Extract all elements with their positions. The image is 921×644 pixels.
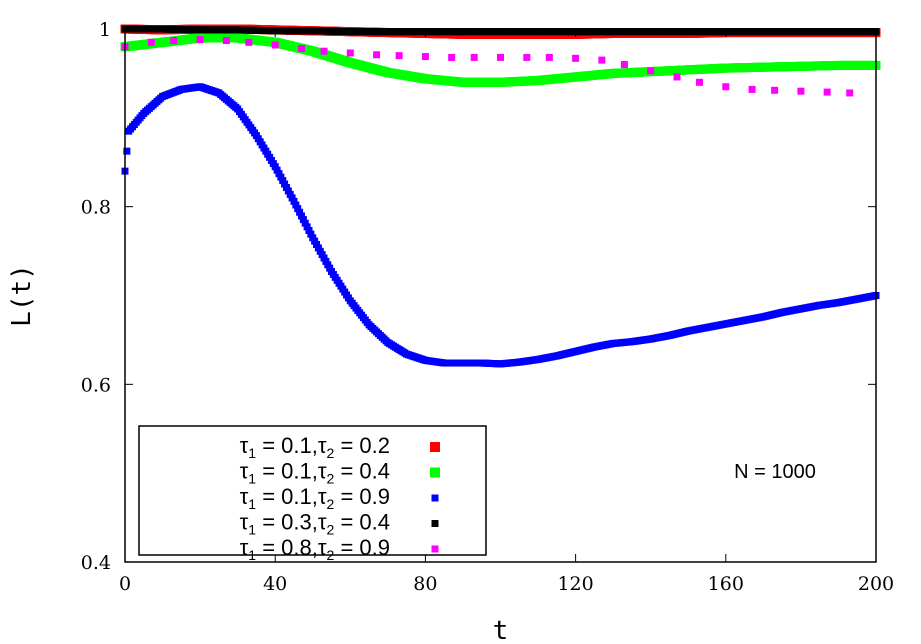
data-point	[305, 226, 313, 234]
data-point	[598, 56, 606, 64]
legend-marker	[431, 545, 439, 553]
data-point	[545, 53, 553, 61]
data-point	[823, 88, 831, 96]
data-point	[296, 208, 304, 216]
data-point	[470, 53, 478, 61]
data-point	[196, 36, 204, 44]
y-tick-label: 1	[99, 19, 111, 41]
data-point	[271, 41, 279, 49]
data-point	[448, 53, 456, 61]
legend: τ1 = 0.1,τ2 = 0.2τ1 = 0.1,τ2 = 0.4τ1 = 0…	[138, 425, 487, 563]
y-tick-label: 0.4	[81, 552, 111, 574]
y-tick-label: 0.6	[81, 374, 111, 396]
data-point	[170, 37, 178, 45]
series-2	[120, 33, 881, 87]
data-point	[771, 86, 779, 94]
data-point	[320, 47, 328, 55]
legend-label: τ1 = 0.8,τ2 = 0.9	[240, 535, 390, 563]
legend-label: τ1 = 0.3,τ2 = 0.4	[240, 510, 390, 538]
x-tick-label: 40	[263, 573, 287, 595]
data-point	[294, 205, 302, 213]
data-point	[299, 216, 307, 224]
data-point	[395, 52, 403, 60]
annotation-n: N = 1000	[734, 461, 816, 483]
x-tick-label: 120	[557, 573, 593, 595]
x-tick-label: 80	[413, 573, 437, 595]
data-point	[797, 87, 805, 95]
y-axis-label: L(t)	[7, 264, 37, 327]
legend-marker	[431, 520, 439, 527]
data-point	[620, 61, 628, 69]
x-tick-label: 200	[858, 573, 894, 595]
x-axis-label: t	[493, 616, 509, 644]
data-point	[297, 212, 305, 220]
legend-label: τ1 = 0.1,τ2 = 0.4	[240, 459, 390, 487]
y-tick-label: 0.8	[81, 197, 111, 219]
data-point	[290, 197, 298, 205]
legend-marker	[430, 442, 440, 452]
data-point	[292, 201, 300, 209]
legend-marker	[431, 494, 439, 502]
data-point	[307, 230, 315, 238]
data-point	[373, 51, 381, 59]
data-point	[297, 45, 305, 53]
data-point	[523, 53, 531, 61]
data-point	[696, 78, 704, 86]
data-point	[346, 49, 354, 57]
legend-label: τ1 = 0.1,τ2 = 0.2	[240, 433, 390, 461]
data-point	[303, 223, 311, 231]
data-point	[722, 83, 730, 91]
data-point	[421, 53, 429, 61]
data-point	[748, 85, 756, 93]
data-point	[497, 53, 504, 61]
axis-ticks: 0 40 80 120 160 200 0.4 0.6 0.8 1	[81, 19, 894, 595]
plot-marks	[120, 24, 881, 368]
data-point	[846, 89, 854, 97]
data-point	[673, 73, 681, 81]
data-point	[301, 219, 309, 227]
legend-marker	[430, 467, 440, 478]
data-point	[647, 67, 655, 75]
data-point	[147, 38, 155, 46]
data-point	[222, 37, 230, 45]
x-tick-label: 160	[708, 573, 744, 595]
series-3	[121, 83, 880, 368]
data-point	[245, 38, 253, 46]
x-tick-label: 0	[119, 573, 131, 595]
legend-label: τ1 = 0.1,τ2 = 0.9	[240, 484, 390, 512]
legend-box	[138, 425, 487, 556]
data-point	[572, 54, 580, 62]
data-point	[123, 147, 131, 155]
plot-frame	[124, 28, 877, 563]
